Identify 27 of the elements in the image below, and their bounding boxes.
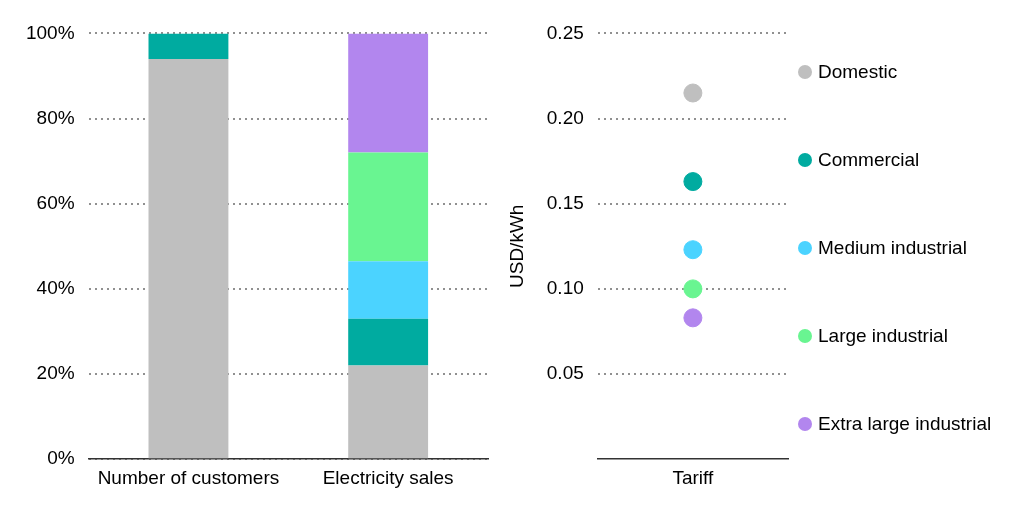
bar — [348, 152, 429, 262]
x-tick-label: Number of customers — [97, 466, 280, 488]
x-tick-label: Electricity sales — [322, 466, 454, 488]
y-tick-label: 0% — [47, 447, 75, 469]
y-tick-label: 0.10 — [546, 277, 584, 299]
legend-label: Extra large industrial — [818, 412, 992, 436]
bar — [148, 58, 229, 459]
y-tick-label: 80% — [36, 106, 75, 128]
bar — [348, 365, 429, 459]
legend-label: Commercial — [818, 148, 920, 172]
y-tick-label: 20% — [36, 362, 75, 384]
bar — [348, 318, 429, 366]
legend-label: Domestic — [818, 60, 898, 84]
y-tick-label: 40% — [36, 277, 75, 299]
bar — [148, 33, 229, 59]
x-tick-label: Tariff — [672, 466, 715, 488]
y-axis-title: USD/kWh — [505, 204, 527, 288]
y-tick-label: 0.25 — [546, 21, 584, 43]
legend-label: Large industrial — [818, 324, 948, 348]
y-tick-label: 60% — [36, 191, 75, 213]
y-tick-label: 0.20 — [546, 106, 584, 128]
legend-label: Medium industrial — [818, 236, 967, 260]
y-tick-label: 0.05 — [546, 362, 584, 384]
bar — [348, 261, 429, 319]
bar — [348, 33, 429, 153]
y-tick-label: 0.15 — [546, 191, 584, 213]
y-tick-label: 100% — [25, 21, 75, 43]
